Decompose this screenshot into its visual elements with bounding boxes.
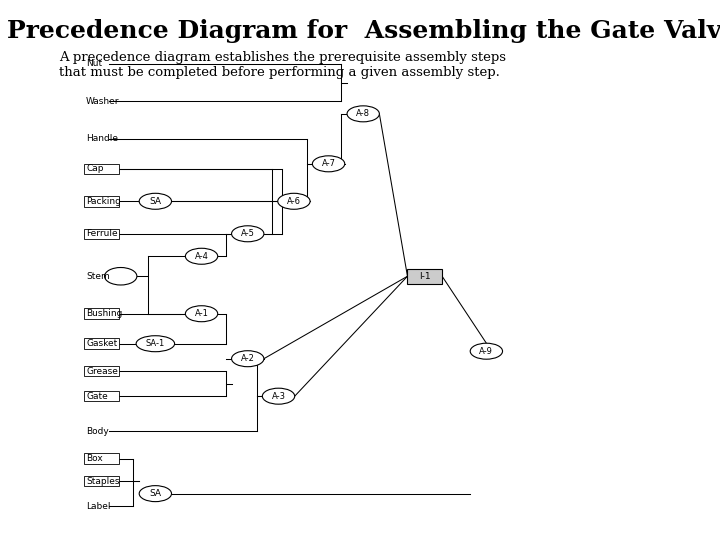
Text: A-1: A-1: [194, 309, 209, 318]
Ellipse shape: [185, 306, 217, 322]
Text: A-5: A-5: [240, 230, 255, 238]
Text: Staples: Staples: [86, 477, 120, 485]
Text: Box: Box: [86, 454, 103, 463]
FancyBboxPatch shape: [84, 339, 119, 349]
Text: Precedence Diagram for  Assembling the Gate Valve: Precedence Diagram for Assembling the Ga…: [7, 19, 720, 43]
Text: Label: Label: [86, 502, 111, 511]
Text: Gate: Gate: [86, 392, 108, 401]
Ellipse shape: [262, 388, 294, 404]
Text: A-8: A-8: [356, 109, 370, 118]
Text: A precedence diagram establishes the prerequisite assembly steps
that must be co: A precedence diagram establishes the pre…: [59, 51, 506, 79]
Text: A-7: A-7: [322, 159, 336, 168]
Text: SA: SA: [149, 197, 161, 206]
Text: A-6: A-6: [287, 197, 301, 206]
Text: Body: Body: [86, 427, 109, 436]
Text: I-1: I-1: [419, 272, 431, 281]
Text: Nut: Nut: [86, 59, 102, 69]
Text: A-3: A-3: [271, 392, 286, 401]
Text: A-2: A-2: [240, 354, 255, 363]
FancyBboxPatch shape: [84, 164, 119, 174]
FancyBboxPatch shape: [84, 308, 119, 319]
Text: Cap: Cap: [86, 164, 104, 173]
FancyBboxPatch shape: [84, 196, 119, 206]
FancyBboxPatch shape: [84, 476, 119, 487]
Text: Packing: Packing: [86, 197, 121, 206]
Text: Washer: Washer: [86, 97, 120, 106]
FancyBboxPatch shape: [84, 228, 119, 239]
Text: Stem: Stem: [86, 272, 110, 281]
Ellipse shape: [278, 193, 310, 210]
Ellipse shape: [185, 248, 217, 264]
Text: Handle: Handle: [86, 134, 118, 143]
Text: SA: SA: [149, 489, 161, 498]
Ellipse shape: [232, 350, 264, 367]
FancyBboxPatch shape: [84, 366, 119, 376]
Ellipse shape: [136, 336, 174, 352]
Ellipse shape: [139, 193, 171, 210]
Text: Grease: Grease: [86, 367, 118, 376]
FancyBboxPatch shape: [84, 454, 119, 464]
FancyBboxPatch shape: [408, 269, 442, 284]
Ellipse shape: [139, 485, 171, 502]
Ellipse shape: [312, 156, 345, 172]
FancyBboxPatch shape: [84, 391, 119, 401]
Text: A-9: A-9: [480, 347, 493, 356]
Ellipse shape: [232, 226, 264, 242]
Ellipse shape: [347, 106, 379, 122]
Text: Ferrule: Ferrule: [86, 230, 117, 238]
Text: SA-1: SA-1: [145, 339, 165, 348]
Text: Bushing: Bushing: [86, 309, 122, 318]
Ellipse shape: [470, 343, 503, 359]
Ellipse shape: [104, 267, 137, 285]
Text: Gasket: Gasket: [86, 339, 117, 348]
Text: A-4: A-4: [194, 252, 209, 261]
